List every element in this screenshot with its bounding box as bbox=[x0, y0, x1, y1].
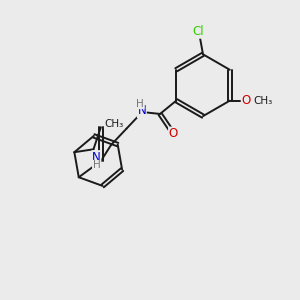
Text: O: O bbox=[241, 94, 250, 107]
Text: CH₃: CH₃ bbox=[104, 119, 124, 129]
Text: CH₃: CH₃ bbox=[253, 96, 272, 106]
Text: H: H bbox=[136, 99, 144, 109]
Text: O: O bbox=[169, 127, 178, 140]
Text: H: H bbox=[93, 160, 100, 170]
Text: Cl: Cl bbox=[193, 25, 204, 38]
Text: N: N bbox=[137, 104, 146, 118]
Text: N: N bbox=[92, 151, 101, 164]
